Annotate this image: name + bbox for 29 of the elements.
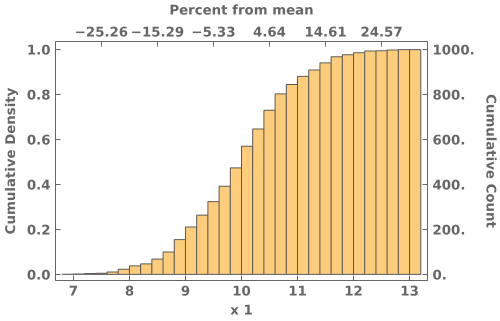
y2-tick-label: 400. — [432, 178, 466, 194]
y-axis-title: Cumulative Density — [4, 87, 19, 234]
x2-tick-label: −25.26 — [74, 26, 128, 40]
x-tick-label: 11 — [288, 284, 307, 300]
y-tick-label: 0.8 — [26, 88, 51, 104]
y-tick-label: 0.0 — [26, 268, 51, 284]
x2-tick-label: 4.64 — [253, 26, 286, 40]
x2-tick-label: −5.33 — [191, 26, 236, 40]
x2-tick-label: 14.61 — [304, 26, 347, 40]
x-tick-label: 12 — [344, 284, 363, 300]
x-tick-label: 7 — [68, 284, 78, 300]
y2-tick-label: 200. — [432, 223, 466, 238]
y2-tick-label: 800. — [432, 88, 466, 104]
x-tick-label: 9 — [180, 284, 190, 300]
y2-tick-label: 600. — [432, 134, 466, 149]
y2-tick-label: 1000. — [432, 44, 475, 59]
y2-axis-title: Cumulative Count — [482, 94, 498, 229]
x-tick-label: 13 — [400, 284, 419, 300]
x2-tick-label: 24.57 — [360, 26, 403, 40]
x-tick-label: 8 — [124, 284, 134, 300]
y-tick-label: 1.0 — [26, 44, 51, 59]
y-tick-label: 0.2 — [26, 223, 51, 238]
x-tick-label: 10 — [232, 284, 251, 300]
y-tick-label: 0.4 — [26, 178, 51, 194]
x2-axis-title: Percent from mean — [169, 4, 314, 18]
x2-tick-label: −15.29 — [130, 26, 184, 40]
x-axis-title: x 1 — [230, 304, 253, 318]
y2-tick-label: 0. — [432, 268, 447, 284]
y-tick-label: 0.6 — [26, 134, 51, 149]
